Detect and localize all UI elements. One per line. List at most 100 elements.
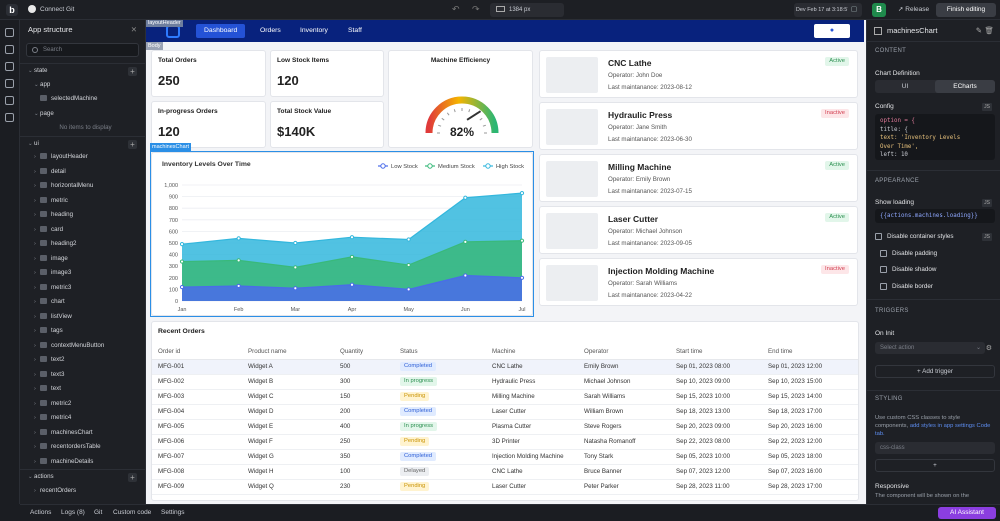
nav-inventory[interactable]: Inventory — [300, 27, 328, 34]
table-row[interactable]: MFG-004 Widget D 200 Completed Laser Cutter W… — [152, 404, 858, 420]
connect-git-button[interactable]: Connect Git — [28, 4, 74, 16]
disable-shadow-checkbox[interactable] — [880, 266, 887, 273]
data-point[interactable] — [519, 238, 525, 243]
machine-card[interactable]: Laser Cutter Operator: Michael Johnson Las… — [539, 206, 858, 254]
show-loading-input[interactable]: {{actions.machines.loading}} — [875, 209, 995, 223]
viewport-width-select[interactable]: 1384 px — [490, 3, 564, 17]
chevron-icon[interactable]: › — [34, 284, 36, 291]
redo-icon[interactable]: ↷ — [472, 4, 480, 14]
tree-item-text3[interactable]: › text3 — [20, 368, 145, 383]
table-row[interactable]: MFG-007 Widget G 350 Completed Injection Mol… — [152, 449, 858, 465]
machine-card[interactable]: Milling Machine Operator: Emily Brown Last… — [539, 154, 858, 202]
nav-staff[interactable]: Staff — [348, 27, 362, 34]
machine-card[interactable]: Injection Molding Machine Operator: Sarah… — [539, 258, 858, 306]
settings-tab[interactable]: Settings — [161, 509, 185, 516]
tree-item-metric2[interactable]: › metric2 — [20, 397, 145, 412]
data-point[interactable] — [406, 262, 411, 268]
data-point[interactable] — [406, 237, 411, 242]
git-tab[interactable]: Git — [94, 509, 103, 516]
tree-item-image3[interactable]: › image3 — [20, 266, 145, 281]
workspace-logo[interactable]: B — [872, 3, 886, 17]
data-point[interactable] — [179, 242, 185, 247]
release-button[interactable]: ➚ Release — [894, 3, 933, 17]
tree-section-ui[interactable]: ⌄ui + — [20, 135, 145, 151]
data-point[interactable] — [179, 284, 185, 290]
data-point[interactable] — [519, 275, 525, 280]
actions-tab[interactable]: Actions — [30, 509, 52, 516]
table-row[interactable]: MFG-009 Widget Q 230 Pending Laser Cutter Pet… — [152, 479, 858, 495]
database-icon[interactable] — [5, 113, 14, 122]
chevron-icon[interactable]: › — [34, 313, 36, 320]
column-header[interactable]: Operator — [578, 344, 670, 360]
chevron-icon[interactable]: › — [34, 168, 36, 175]
legend-label[interactable]: Low Stock — [391, 164, 418, 170]
data-point[interactable] — [519, 191, 525, 196]
tree-item-detail[interactable]: › detail — [20, 165, 145, 180]
css-class-input[interactable]: css-class — [875, 442, 995, 454]
tree-item-machinesChart[interactable]: › machinesChart — [20, 426, 145, 441]
data-point[interactable] — [293, 265, 298, 270]
chevron-icon[interactable]: ⌄ — [28, 68, 33, 74]
data-point[interactable] — [349, 235, 355, 240]
chevron-icon[interactable]: › — [34, 212, 36, 218]
add-icon[interactable]: + — [128, 473, 137, 482]
chevron-icon[interactable]: ⌄ — [28, 140, 33, 147]
tree-item-heading2[interactable]: › heading2 — [20, 237, 145, 252]
chevron-icon[interactable]: › — [34, 342, 36, 349]
table-row[interactable]: MFG-002 Widget B 300 In progress Hydraulic P… — [152, 374, 858, 390]
theme-icon[interactable] — [5, 96, 14, 105]
tree-item-horizontalMenu[interactable]: › horizontalMenu — [20, 179, 145, 194]
chevron-icon[interactable]: › — [34, 386, 36, 392]
chevron-icon[interactable]: ⌄ — [34, 110, 39, 117]
edit-icon[interactable]: ✎ — [975, 26, 982, 35]
chevron-icon[interactable]: › — [34, 197, 36, 204]
queries-icon[interactable] — [5, 79, 14, 88]
data-point[interactable] — [179, 259, 185, 264]
data-point[interactable] — [349, 282, 355, 287]
tree-item-text[interactable]: › text — [20, 382, 145, 397]
nav-dashboard[interactable]: Dashboard — [196, 24, 246, 38]
tab-ui[interactable]: UI — [901, 83, 909, 90]
chevron-icon[interactable]: › — [34, 299, 36, 305]
column-header[interactable]: Machine — [486, 344, 578, 360]
machine-card[interactable]: CNC Lathe Operator: John Doe Last maintana… — [539, 50, 858, 98]
add-icon[interactable]: + — [128, 67, 137, 76]
machine-card[interactable]: Hydraulic Press Operator: Jane Smith Last … — [539, 102, 858, 150]
chevron-icon[interactable]: › — [34, 328, 36, 334]
tab-echarts[interactable]: ECharts — [935, 80, 995, 93]
custom-code-tab[interactable]: Custom code — [113, 509, 152, 516]
search-input[interactable]: Search — [26, 43, 139, 57]
select-action-dropdown[interactable]: Select action ⌄ — [875, 342, 985, 354]
table-row[interactable]: MFG-006 Widget F 250 Pending 3D Printer Natas… — [152, 434, 858, 450]
chevron-icon[interactable]: › — [34, 255, 36, 262]
tree-item-app[interactable]: ⌄app — [20, 78, 145, 93]
styling-desc-link[interactable]: add styles in app settings Code tab. — [875, 423, 991, 437]
disable-container-checkbox[interactable] — [875, 233, 882, 240]
tree-item-heading[interactable]: › heading — [20, 208, 145, 223]
legend-marker[interactable] — [427, 163, 433, 169]
trash-icon[interactable]: 🗑 — [984, 26, 994, 35]
disable-padding-checkbox[interactable] — [880, 250, 887, 257]
component-name[interactable]: machinesChart — [887, 26, 938, 35]
ai-assistant-button[interactable]: AI Assistant — [938, 507, 996, 519]
column-header[interactable]: Start time — [670, 344, 762, 360]
chevron-icon[interactable]: › — [34, 270, 36, 276]
data-point[interactable] — [293, 240, 298, 246]
user-menu-button[interactable]: ● — [814, 24, 850, 38]
add-trigger-button[interactable]: + Add trigger — [875, 365, 995, 378]
data-point[interactable] — [463, 239, 468, 244]
chevron-icon[interactable]: › — [34, 458, 36, 465]
close-icon[interactable]: ✕ — [130, 25, 137, 34]
add-icon[interactable]: + — [128, 139, 137, 149]
tree-item-text2[interactable]: › text2 — [20, 353, 145, 368]
finish-editing-button[interactable]: Finish editing — [936, 3, 996, 17]
chevron-icon[interactable]: › — [34, 371, 36, 378]
add-css-class-button[interactable]: + — [875, 459, 995, 472]
chevron-icon[interactable]: › — [34, 357, 36, 363]
pages-icon[interactable] — [5, 62, 14, 71]
tree-item-listView[interactable]: › listView — [20, 310, 145, 325]
column-header[interactable]: End time — [762, 344, 858, 360]
legend-label[interactable]: Medium Stock — [438, 164, 475, 170]
data-point[interactable] — [236, 258, 241, 263]
chevron-icon[interactable]: ⌄ — [28, 474, 33, 480]
